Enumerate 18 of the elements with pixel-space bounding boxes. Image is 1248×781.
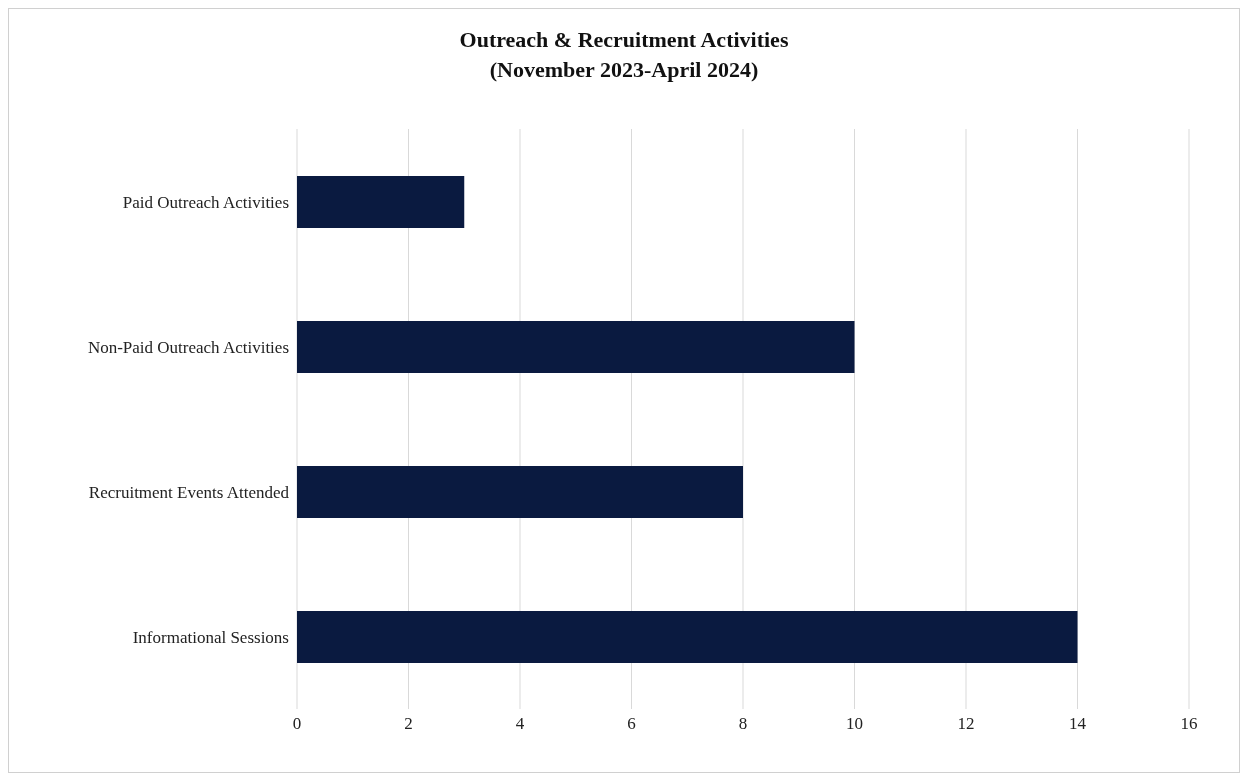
y-tick-label: Informational Sessions bbox=[132, 627, 289, 647]
x-tick-label: 16 bbox=[1180, 714, 1198, 734]
chart-title: Outreach & Recruitment Activities (November 2023-April 2024) bbox=[458, 26, 790, 84]
x-tick-label: 6 bbox=[627, 714, 636, 734]
bar bbox=[297, 466, 743, 518]
bar bbox=[297, 611, 1078, 663]
x-tick-label: 8 bbox=[738, 714, 748, 734]
x-tick-label: 2 bbox=[404, 714, 413, 734]
x-tick-label: 14 bbox=[1069, 714, 1087, 734]
bar bbox=[297, 321, 855, 373]
y-tick-label: Recruitment Events Attended bbox=[88, 482, 290, 502]
x-tick-label: 12 bbox=[957, 714, 975, 734]
y-tick-label: Non-Paid Outreach Activities bbox=[87, 337, 289, 357]
y-tick-label: Paid Outreach Activities bbox=[122, 192, 289, 212]
x-tick-label: 4 bbox=[515, 714, 525, 734]
x-tick-label: 10 bbox=[846, 714, 863, 734]
x-tick-label: 0 bbox=[292, 714, 302, 734]
bar bbox=[297, 176, 465, 228]
